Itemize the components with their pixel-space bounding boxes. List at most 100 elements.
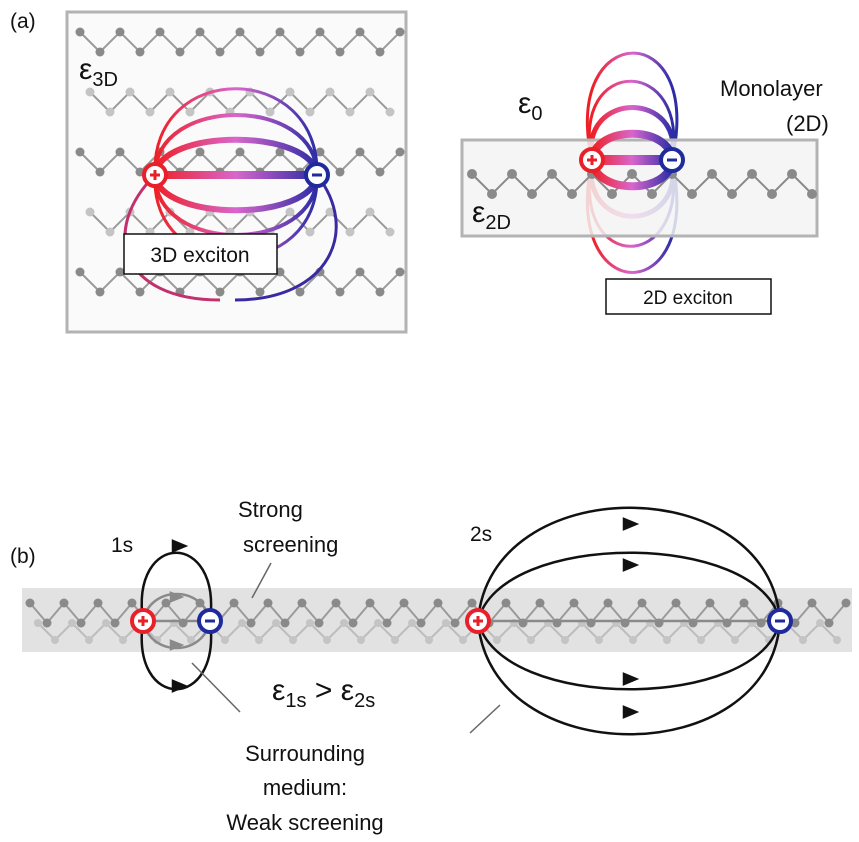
lattice-atom — [561, 636, 569, 644]
field-lines-2s — [476, 506, 782, 736]
lattice-atom — [335, 47, 345, 57]
lattice-atom — [603, 598, 613, 608]
monolayer-label: Monolayer — [720, 76, 823, 101]
negative-charge-1s — [197, 608, 223, 634]
state-2s-label: 2s — [470, 523, 492, 546]
lattice-atom — [297, 598, 307, 608]
lattice-atom — [105, 107, 115, 117]
surrounding-line1: Surrounding — [245, 741, 365, 766]
lattice-atom — [535, 598, 545, 608]
lattice-atom — [629, 636, 637, 644]
lattice-atom — [85, 207, 95, 217]
positive-charge-1s — [130, 608, 156, 634]
lattice-atom — [627, 169, 637, 179]
lattice-atom — [807, 598, 817, 608]
field-lines-3d — [123, 87, 338, 302]
lattice-atom — [255, 47, 265, 57]
lattice-atom — [25, 598, 35, 608]
lattice-atom — [663, 636, 671, 644]
negative-charge-2d — [659, 147, 685, 173]
strong-screening-line1: Strong — [238, 497, 303, 522]
lattice-bond — [37, 621, 838, 642]
lattice-atom — [295, 287, 305, 297]
state-1s-label: 1s — [111, 534, 133, 557]
lattice-atom — [365, 598, 375, 608]
lattice-atom — [272, 619, 280, 627]
lattice-atom — [75, 27, 85, 37]
lattice-atom — [399, 598, 409, 608]
lattice-atom — [135, 287, 145, 297]
lattice-atom — [569, 598, 579, 608]
surrounding-line3: Weak screening — [226, 810, 383, 835]
lattice-atom — [85, 87, 95, 97]
epsilon-3d-label: ε3D — [79, 53, 118, 91]
lattice-atom — [833, 636, 841, 644]
lattice-atom — [68, 619, 76, 627]
lattice-atom — [135, 47, 145, 57]
lattice-atom — [221, 636, 229, 644]
lattice-atom — [115, 267, 125, 277]
lattice-atom — [115, 27, 125, 37]
field-lines-1s-outer — [140, 539, 213, 693]
lattice-atom — [75, 147, 85, 157]
lattice-atom — [246, 618, 256, 628]
lattice-atom — [493, 636, 501, 644]
exciton-3d-box — [123, 233, 278, 275]
lattice-atom — [375, 287, 385, 297]
lattice-atom — [841, 598, 851, 608]
lattice-atom — [375, 47, 385, 57]
lattice-atom — [335, 287, 345, 297]
lattice-atom — [229, 598, 239, 608]
lattice-atom — [119, 636, 127, 644]
exciton-2d-box — [605, 278, 772, 315]
lattice-atom — [731, 636, 739, 644]
panel-b-label: (b) — [10, 545, 36, 568]
lattice-atom — [110, 618, 120, 628]
negative-charge-2s — [767, 608, 793, 634]
negative-charge-3d — [304, 162, 330, 188]
lattice-atom — [289, 636, 297, 644]
lattice-atom — [365, 207, 375, 217]
lattice-atom — [450, 618, 460, 628]
lattice-atom — [345, 227, 355, 237]
strong-screening-pointer — [251, 562, 272, 599]
lattice-atom — [305, 107, 315, 117]
lattice-atom — [185, 107, 195, 117]
lattice-atom — [115, 147, 125, 157]
lattice-atom — [747, 169, 757, 179]
lattice-atom — [195, 27, 205, 37]
lattice-atom — [355, 147, 365, 157]
monolayer-lattice — [467, 169, 817, 199]
lattice-atom — [595, 636, 603, 644]
lattice-atom — [365, 87, 375, 97]
lattice-atom — [395, 267, 405, 277]
lattice-atom — [323, 636, 331, 644]
lattice-atom — [295, 47, 305, 57]
lattice-atom — [145, 107, 155, 117]
positive-charge-2s — [465, 608, 491, 634]
lattice-atom — [102, 619, 110, 627]
lattice-atom — [125, 87, 135, 97]
lattice-atom — [705, 598, 715, 608]
lattice-atom — [306, 619, 314, 627]
lattice-atom — [76, 618, 86, 628]
lattice-atom — [442, 619, 450, 627]
lattice-atom — [375, 167, 385, 177]
lattice-atom — [355, 267, 365, 277]
lattice-atom — [767, 189, 777, 199]
lattice-atom — [235, 27, 245, 37]
lattice-atom — [416, 618, 426, 628]
lattice-atom — [467, 169, 477, 179]
lattice-atom — [215, 47, 225, 57]
epsilon-2d-label: ε2D — [472, 196, 511, 234]
surrounding-line2: medium: — [263, 775, 347, 800]
lattice-atom — [161, 598, 171, 608]
lattice-atom — [331, 598, 341, 608]
lattice-atom — [374, 619, 382, 627]
lattice-atom — [467, 598, 477, 608]
monolayer-2d-label: (2D) — [786, 111, 829, 136]
lattice-atom — [425, 636, 433, 644]
positive-charge-3d — [142, 162, 168, 188]
lattice-atom — [195, 147, 205, 157]
